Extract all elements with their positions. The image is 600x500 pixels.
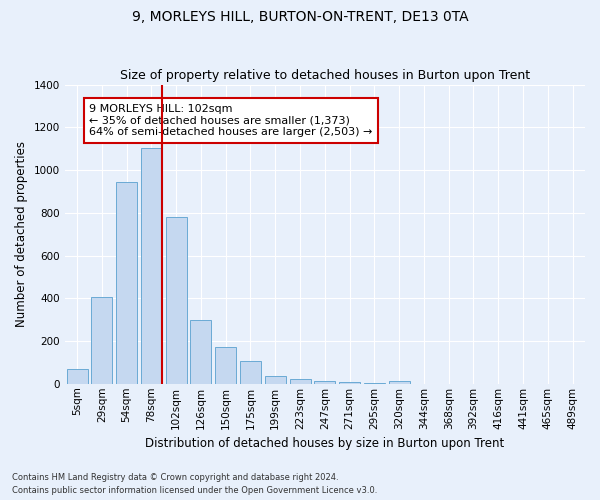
- Bar: [314, 380, 335, 384]
- Bar: [265, 376, 286, 384]
- Bar: [67, 369, 88, 384]
- Title: Size of property relative to detached houses in Burton upon Trent: Size of property relative to detached ho…: [120, 69, 530, 82]
- Bar: [190, 320, 211, 384]
- Text: 9, MORLEYS HILL, BURTON-ON-TRENT, DE13 0TA: 9, MORLEYS HILL, BURTON-ON-TRENT, DE13 0…: [131, 10, 469, 24]
- Bar: [91, 297, 112, 384]
- Bar: [339, 382, 360, 384]
- Bar: [141, 148, 162, 384]
- Bar: [290, 380, 311, 384]
- Bar: [240, 362, 261, 384]
- Bar: [116, 182, 137, 384]
- Bar: [364, 382, 385, 384]
- Bar: [215, 348, 236, 384]
- Bar: [166, 217, 187, 384]
- Bar: [389, 381, 410, 384]
- Text: Contains HM Land Registry data © Crown copyright and database right 2024.
Contai: Contains HM Land Registry data © Crown c…: [12, 474, 377, 495]
- Text: 9 MORLEYS HILL: 102sqm
← 35% of detached houses are smaller (1,373)
64% of semi-: 9 MORLEYS HILL: 102sqm ← 35% of detached…: [89, 104, 373, 137]
- Y-axis label: Number of detached properties: Number of detached properties: [15, 141, 28, 327]
- X-axis label: Distribution of detached houses by size in Burton upon Trent: Distribution of detached houses by size …: [145, 437, 505, 450]
